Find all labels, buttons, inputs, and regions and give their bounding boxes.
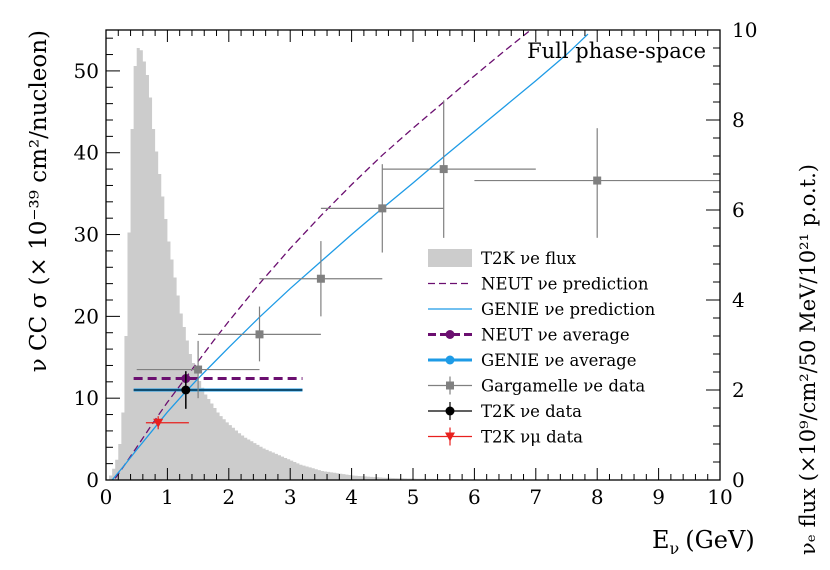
x-axis-label-main: E [652,526,670,554]
legend-label-6: T2K νe data [481,402,582,421]
chart-title: Full phase-space [527,39,706,63]
gargamelle-point-5 [593,176,602,185]
flux-bars [106,48,720,480]
gargamelle-point-1 [255,330,264,339]
x-tick-label-5: 5 [407,485,420,509]
data-points [136,100,720,430]
y-tick-label-2: 20 [74,304,99,328]
y2-axis-label: νₑ flux (×10⁹/cm²/50 MeV/10²¹ p.o.t.) [796,164,820,555]
y-tick-label-5: 50 [74,59,99,83]
y2-tick-label-1: 2 [732,378,745,402]
y2-tick-label-0: 0 [732,468,745,492]
t2k-nue-point [181,385,191,395]
y2-tick-label-4: 8 [732,108,745,132]
gargamelle-point-4 [439,165,448,174]
y2-tick-label-3: 6 [732,198,745,222]
y2-tick-label-2: 4 [732,288,745,312]
legend-label-1: NEUT νe prediction [481,275,649,294]
x-tick-label-1: 1 [161,485,174,509]
flux-histogram [106,48,720,480]
legend-marker-genie-average [445,355,455,365]
x-tick-label-9: 9 [652,485,665,509]
legend-label-0: T2K νe flux [481,249,577,268]
y-axis-label: ν CC σ (× 10⁻³⁹ cm²/nucleon) [26,30,52,372]
x-tick-label-4: 4 [345,485,358,509]
x-axis-label-unit: (GeV) [685,526,754,554]
gargamelle-point-3 [378,204,387,213]
x-tick-label-0: 0 [100,485,113,509]
x-tick-label-7: 7 [529,485,542,509]
x-tick-label-3: 3 [284,485,297,509]
gargamelle-point-0 [194,365,203,374]
x-tick-label-2: 2 [222,485,235,509]
average-lines [133,377,303,392]
legend-marker-gargamelle [446,381,454,390]
y-tick-label-0: 0 [86,468,99,492]
legend-label-2: GENIE νe prediction [481,300,656,319]
y2-tick-label-5: 10 [732,18,757,42]
y-tick-label-1: 10 [74,386,99,410]
legend-swatch-flux [428,249,472,267]
legend-marker-neut-average [445,330,455,339]
legend-marker-t2k-numu [445,432,455,442]
legend-label-5: Gargamelle νe data [481,377,645,396]
t2k-numu-point [153,418,164,428]
legend-label-3: NEUT νe average [481,326,630,345]
legend-marker-t2k-nue [445,406,455,416]
y-tick-label-4: 40 [74,141,99,165]
x-axis-label-sub: ν [670,539,680,558]
x-tick-label-10: 10 [707,485,732,509]
x-tick-label-6: 6 [468,485,481,509]
gargamelle-point-2 [316,274,325,283]
x-tick-label-8: 8 [591,485,604,509]
legend: T2K νe flux NEUT νe prediction GENIE νe pr… [428,249,656,447]
x-axis-label: Eν (GeV) [652,526,755,558]
y-tick-label-3: 30 [74,223,99,247]
legend-label-7: T2K νμ data [481,428,583,447]
legend-label-4: GENIE νe average [481,351,637,370]
